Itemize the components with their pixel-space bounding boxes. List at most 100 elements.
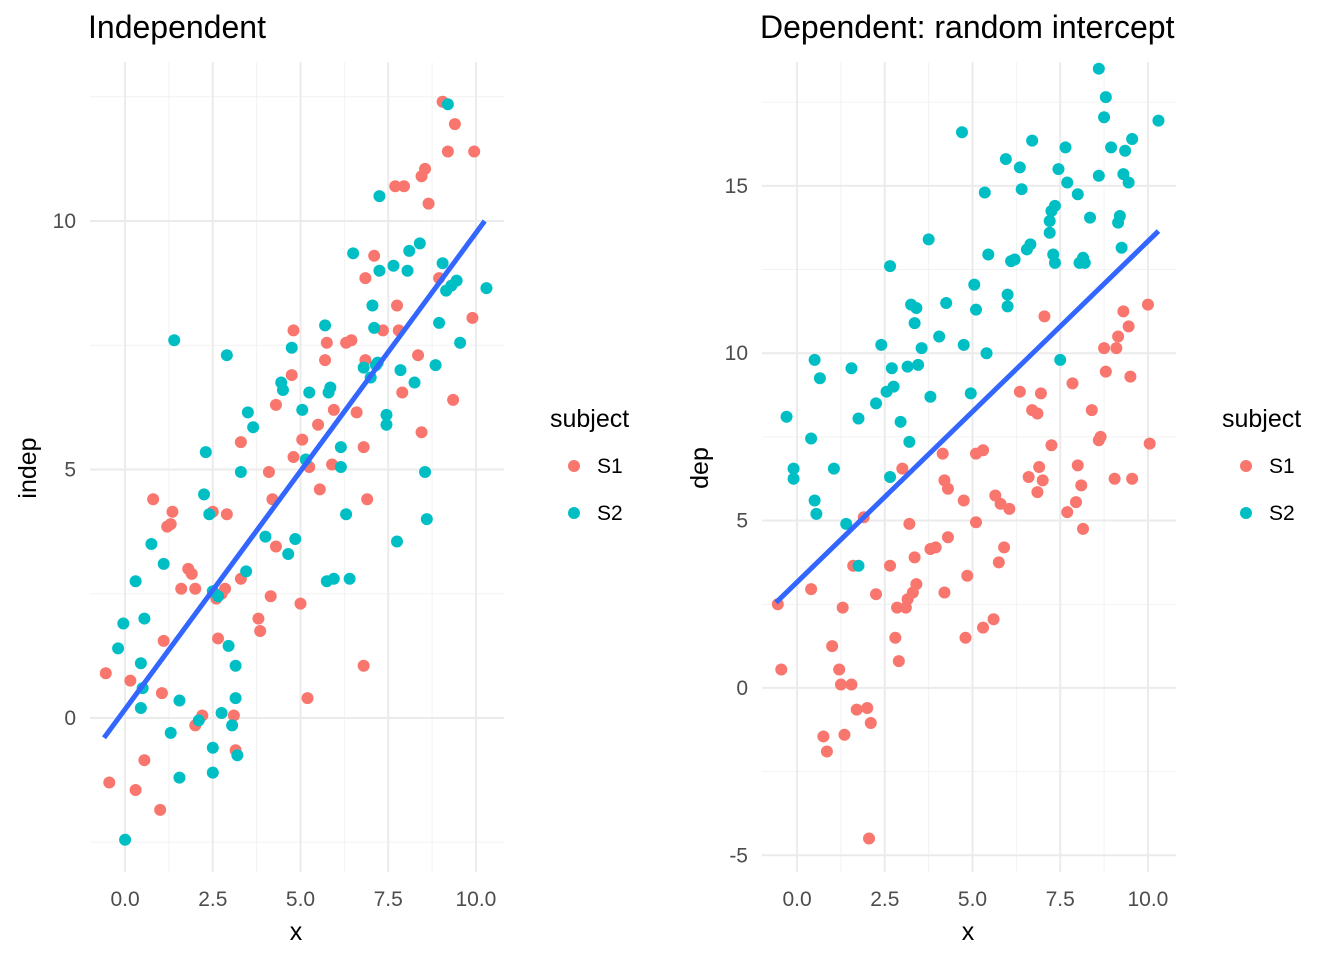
point-s1 bbox=[359, 272, 372, 285]
point-s2 bbox=[366, 299, 379, 312]
point-s2 bbox=[226, 719, 239, 732]
point-s2 bbox=[910, 302, 923, 315]
point-s2 bbox=[1119, 144, 1132, 157]
point-s2 bbox=[840, 517, 853, 530]
panel-dependent: Dependent: random intercept 0.0 2.5 5.0 7.5… bbox=[686, 9, 1301, 946]
point-s1 bbox=[1141, 298, 1154, 311]
point-s1 bbox=[863, 832, 876, 845]
point-s2 bbox=[1098, 111, 1111, 124]
legend-title: subject bbox=[550, 405, 629, 433]
point-s1 bbox=[910, 578, 923, 591]
point-s1 bbox=[805, 583, 818, 596]
y-axis-title: indep bbox=[14, 437, 42, 498]
point-s2 bbox=[1043, 226, 1056, 239]
x-ticks: 0.0 2.5 5.0 7.5 10.0 bbox=[110, 888, 496, 911]
point-s1 bbox=[929, 541, 942, 554]
point-s2 bbox=[982, 248, 995, 261]
point-s2 bbox=[387, 259, 400, 272]
point-s2 bbox=[289, 533, 302, 546]
point-s2 bbox=[968, 278, 981, 291]
x-tick-label: 5.0 bbox=[286, 888, 315, 911]
y-ticks: -5 0 5 10 15 bbox=[725, 175, 748, 867]
point-s2 bbox=[1122, 176, 1135, 189]
point-s2 bbox=[980, 347, 993, 360]
point-s1 bbox=[448, 118, 461, 131]
point-s1 bbox=[1034, 387, 1047, 400]
point-s2 bbox=[955, 126, 968, 139]
point-s2 bbox=[1126, 132, 1139, 145]
point-s1 bbox=[998, 541, 1011, 554]
point-s2 bbox=[119, 833, 132, 846]
point-s1 bbox=[1066, 377, 1079, 390]
point-s1 bbox=[889, 631, 902, 644]
point-s2 bbox=[1048, 199, 1061, 212]
points bbox=[99, 95, 493, 846]
point-s2 bbox=[894, 415, 907, 428]
point-s1 bbox=[864, 717, 877, 730]
point-s2 bbox=[1061, 176, 1074, 189]
point-s2 bbox=[787, 472, 800, 485]
point-s1 bbox=[301, 692, 314, 705]
point-s2 bbox=[429, 359, 442, 372]
point-s2 bbox=[327, 572, 340, 585]
point-s1 bbox=[157, 634, 170, 647]
point-s1 bbox=[957, 494, 970, 507]
point-s1 bbox=[398, 180, 411, 193]
point-s2 bbox=[229, 692, 242, 705]
legend-title: subject bbox=[1222, 405, 1301, 433]
point-s1 bbox=[1031, 407, 1044, 420]
point-s1 bbox=[1036, 474, 1049, 487]
point-s1 bbox=[147, 493, 160, 506]
point-s2 bbox=[138, 612, 151, 625]
point-s2 bbox=[940, 296, 953, 309]
point-s2 bbox=[808, 494, 821, 507]
point-s2 bbox=[413, 237, 426, 250]
point-s1 bbox=[1038, 310, 1051, 323]
point-s2 bbox=[380, 418, 393, 431]
point-s1 bbox=[154, 803, 167, 816]
point-s2 bbox=[957, 338, 970, 351]
point-s2 bbox=[1048, 256, 1061, 269]
point-s2 bbox=[282, 547, 295, 560]
point-s2 bbox=[157, 557, 170, 570]
point-s2 bbox=[887, 380, 900, 393]
point-s1 bbox=[987, 613, 1000, 626]
point-s2 bbox=[199, 446, 212, 459]
y-tick-label: 0 bbox=[64, 707, 76, 730]
point-s2 bbox=[134, 657, 147, 670]
point-s1 bbox=[1003, 502, 1016, 515]
point-s1 bbox=[269, 398, 282, 411]
point-s2 bbox=[234, 465, 247, 478]
point-s1 bbox=[357, 441, 370, 454]
point-s2 bbox=[368, 321, 381, 334]
chart-title: Dependent: random intercept bbox=[760, 9, 1175, 45]
point-s1 bbox=[1071, 459, 1084, 472]
point-s2 bbox=[168, 334, 181, 347]
point-s2 bbox=[334, 461, 347, 473]
grid bbox=[762, 62, 1176, 872]
point-s2 bbox=[903, 435, 916, 448]
legend-label-s2: S2 bbox=[1269, 502, 1295, 525]
point-s2 bbox=[433, 316, 446, 329]
grid bbox=[90, 62, 504, 872]
point-s2 bbox=[875, 338, 888, 351]
point-s2 bbox=[845, 362, 858, 375]
point-s2 bbox=[129, 575, 142, 588]
point-s1 bbox=[838, 728, 851, 741]
x-axis-title: x bbox=[290, 918, 303, 946]
point-s2 bbox=[912, 358, 925, 371]
point-s2 bbox=[401, 264, 414, 277]
point-s1 bbox=[264, 590, 277, 603]
point-s1 bbox=[850, 703, 863, 716]
point-s1 bbox=[817, 730, 830, 743]
legend-label-s1: S1 bbox=[1269, 455, 1295, 478]
point-s2 bbox=[922, 233, 935, 246]
point-s1 bbox=[1122, 320, 1135, 333]
point-s1 bbox=[189, 582, 202, 595]
point-s1 bbox=[775, 663, 788, 676]
point-s2 bbox=[380, 408, 393, 421]
legend: subject S1 S2 bbox=[1222, 405, 1301, 525]
point-s1 bbox=[938, 586, 951, 599]
point-s1 bbox=[294, 597, 307, 610]
point-s2 bbox=[319, 319, 332, 332]
